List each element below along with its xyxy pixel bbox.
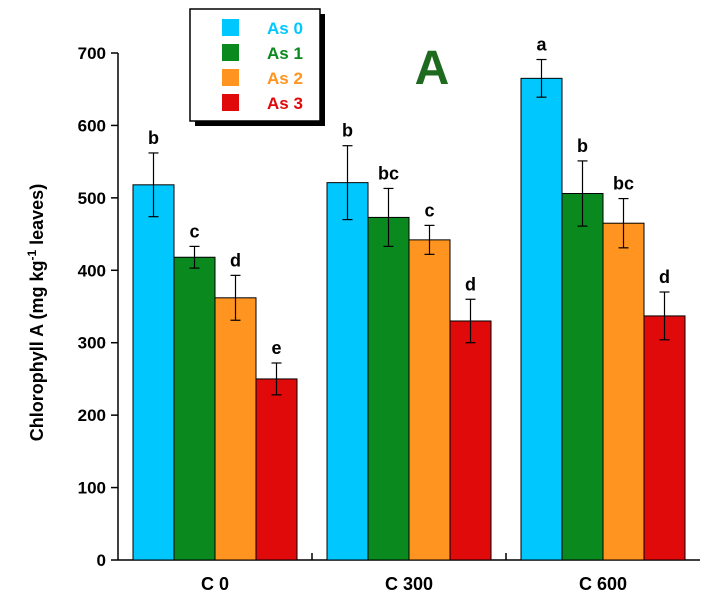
significance-letter: d: [230, 250, 241, 270]
significance-letter: c: [424, 200, 434, 220]
x-category-label: C 0: [201, 574, 229, 594]
legend-swatch: [222, 69, 239, 86]
significance-letter: b: [342, 121, 353, 141]
bar: [367, 216, 410, 561]
legend-swatch: [222, 19, 239, 36]
significance-letter: d: [659, 267, 670, 287]
panel-letter: A: [415, 42, 450, 95]
significance-letter: c: [189, 221, 199, 241]
bar: [643, 315, 686, 561]
legend-label: As 0: [267, 19, 303, 38]
bar: [449, 320, 492, 561]
y-axis-title: Chlorophyll A (mg kg-1 leaves): [25, 184, 47, 441]
significance-letter: a: [536, 35, 547, 55]
y-tick-label: 700: [78, 44, 106, 63]
bar: [408, 239, 451, 561]
axes: 0 100 200 300 400 500 600 700 Chlorophyll A (mg …: [25, 44, 700, 594]
bar: [326, 182, 369, 561]
significance-letter: b: [148, 128, 159, 148]
bar: [561, 193, 604, 561]
y-axis-title-tail: leaves): [27, 184, 47, 250]
significance-letter: e: [271, 338, 281, 358]
legend: As 0 As 1 As 2 As 3: [189, 8, 325, 126]
y-tick-label: 500: [78, 189, 106, 208]
y-tick-label: 600: [78, 116, 106, 135]
y-tick-label: 300: [78, 334, 106, 353]
bars-group: [132, 58, 686, 561]
legend-label: As 2: [267, 69, 303, 88]
y-tick-label: 200: [78, 406, 106, 425]
bar: [132, 184, 175, 561]
bar: [173, 256, 216, 561]
significance-letter: b: [577, 136, 588, 156]
significance-letter: d: [465, 274, 476, 294]
legend-swatch: [222, 44, 239, 61]
legend-box: [189, 8, 321, 122]
legend-label: As 3: [267, 94, 303, 113]
bar: [520, 77, 563, 561]
bar: [255, 378, 298, 561]
bar: [214, 297, 257, 561]
y-tick-label: 400: [78, 261, 106, 280]
y-axis-title-superscript: -1: [25, 250, 39, 261]
y-axis-title-main: Chlorophyll A (mg kg: [27, 261, 47, 442]
significance-letter: bc: [378, 163, 399, 183]
legend-label: As 1: [267, 44, 303, 63]
x-category-label: C 600: [579, 574, 627, 594]
y-tick-label: 100: [78, 479, 106, 498]
legend-swatch: [222, 94, 239, 111]
significance-letter: bc: [613, 174, 634, 194]
y-tick-label: 0: [97, 551, 106, 570]
x-category-label: C 300: [385, 574, 433, 594]
bar: [602, 222, 645, 561]
